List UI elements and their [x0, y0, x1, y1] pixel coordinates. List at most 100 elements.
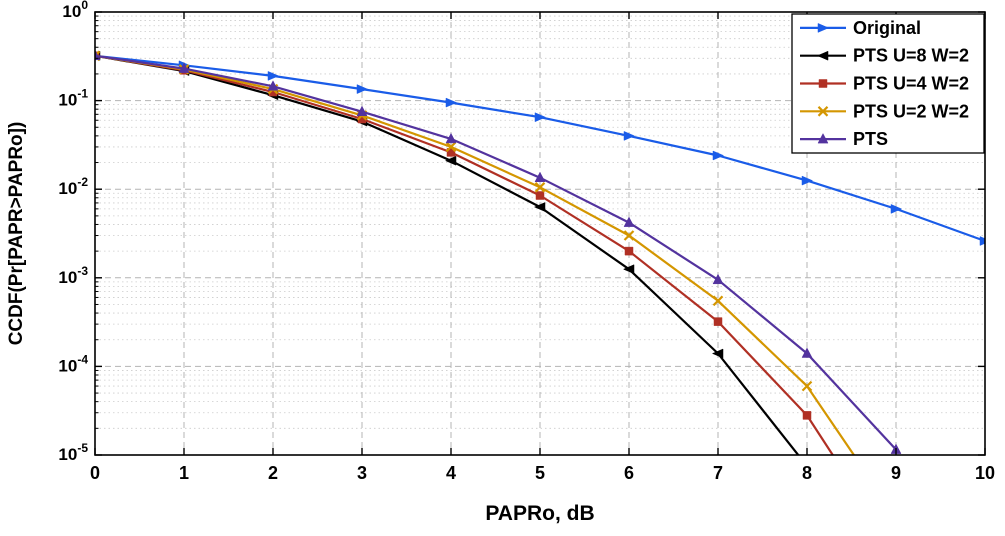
x-marker: [801, 380, 813, 392]
y-tick-label: 10-2: [58, 175, 88, 198]
legend-label: PTS U=4 W=2: [853, 74, 969, 94]
triangle-up-marker: [801, 347, 813, 358]
data-point: [624, 246, 634, 256]
triangle-right-marker: [623, 131, 636, 141]
series-line: [95, 54, 835, 455]
legend-label: Original: [853, 18, 921, 38]
y-tick-label: 10-3: [58, 264, 88, 287]
data-point: [533, 202, 546, 212]
triangle-right-marker: [979, 236, 985, 246]
data-point: [801, 380, 813, 392]
series-group: [95, 49, 985, 455]
square-marker: [624, 246, 634, 256]
legend-label: PTS: [853, 129, 888, 149]
y-tick-label: 10-5: [58, 441, 88, 464]
legend-label: PTS U=8 W=2: [853, 46, 969, 66]
triangle-right-marker: [445, 97, 458, 108]
x-marker: [534, 182, 546, 193]
x-tick-label: 2: [268, 463, 278, 483]
y-tick-label: 10-4: [58, 352, 88, 375]
x-marker: [712, 295, 724, 307]
square-marker: [535, 191, 545, 200]
triangle-right-marker: [267, 71, 280, 81]
data-point: [534, 182, 546, 193]
data-point: [95, 49, 101, 61]
data-point: [535, 191, 545, 200]
triangle-up-marker: [817, 133, 829, 144]
series-original: [95, 53, 985, 246]
legend-marker: [817, 23, 830, 33]
data-point: [445, 141, 457, 153]
data-point: [712, 295, 724, 307]
triangle-left-marker: [444, 155, 457, 166]
legend-label: PTS U=2 W=2: [853, 101, 969, 121]
data-point: [712, 150, 725, 161]
y-axis-label: CCDF(Pr[PAPR>PAPRo]): [6, 122, 27, 346]
data-point: [711, 348, 724, 359]
triangle-up-marker: [445, 132, 457, 144]
triangle-up-marker: [178, 62, 190, 73]
data-point: [356, 105, 368, 116]
series-pts-u-4-w-2: [95, 51, 835, 455]
data-point: [622, 264, 635, 275]
x-tick-label: 6: [624, 463, 634, 483]
series-line: [95, 54, 856, 455]
square-marker: [713, 317, 723, 326]
x-axis-label: PAPRo, dB: [485, 502, 594, 525]
data-point: [802, 411, 812, 420]
legend-item: PTS U=8 W=2: [800, 46, 969, 66]
data-point: [623, 230, 635, 241]
x-tick-label: 5: [535, 463, 545, 483]
triangle-right-marker: [801, 175, 814, 186]
legend-item: Original: [800, 18, 921, 38]
legend-item: PTS U=4 W=2: [800, 74, 969, 94]
triangle-up-marker: [356, 105, 368, 116]
data-point: [534, 112, 547, 123]
data-point: [534, 171, 546, 182]
square-marker: [802, 411, 812, 420]
triangle-up-marker: [623, 216, 635, 227]
data-point: [444, 155, 457, 166]
triangle-up-marker: [267, 80, 279, 91]
data-point: [623, 216, 635, 227]
x-tick-label: 9: [891, 463, 901, 483]
data-point: [623, 131, 636, 141]
triangle-left-marker: [711, 348, 724, 359]
triangle-left-marker: [533, 202, 546, 212]
x-tick-label: 3: [357, 463, 367, 483]
square-marker: [818, 79, 828, 88]
x-marker: [623, 230, 635, 241]
triangle-right-marker: [817, 23, 830, 33]
data-point: [267, 80, 279, 91]
data-point: [801, 175, 814, 186]
triangle-right-marker: [712, 150, 725, 161]
data-point: [445, 97, 458, 108]
legend-marker: [817, 133, 829, 144]
y-tick-label: 100: [62, 0, 88, 21]
data-point: [356, 84, 369, 94]
triangle-up-marker: [712, 273, 724, 285]
x-tick-label: 0: [90, 463, 100, 483]
x-tick-label: 8: [802, 463, 812, 483]
series-line: [95, 54, 897, 451]
triangle-left-marker: [622, 264, 635, 275]
legend-marker: [816, 50, 829, 61]
triangle-up-marker: [534, 171, 546, 182]
data-point: [267, 71, 280, 81]
x-tick-label: 7: [713, 463, 723, 483]
x-tick-label: 4: [446, 463, 456, 483]
x-marker: [445, 141, 457, 153]
legend-marker: [818, 79, 828, 88]
x-tick-label: 1: [179, 463, 189, 483]
triangle-right-marker: [534, 112, 547, 123]
triangle-up-marker: [95, 49, 101, 61]
data-point: [979, 236, 985, 246]
legend: Original PTS U=8 W=2 PTS U=4 W=2 PTS U=2 W=…: [791, 13, 985, 154]
triangle-right-marker: [890, 204, 903, 214]
legend-item: PTS: [800, 129, 888, 149]
data-point: [713, 317, 723, 326]
x-tick-label: 10: [975, 463, 995, 483]
data-point: [445, 132, 457, 144]
